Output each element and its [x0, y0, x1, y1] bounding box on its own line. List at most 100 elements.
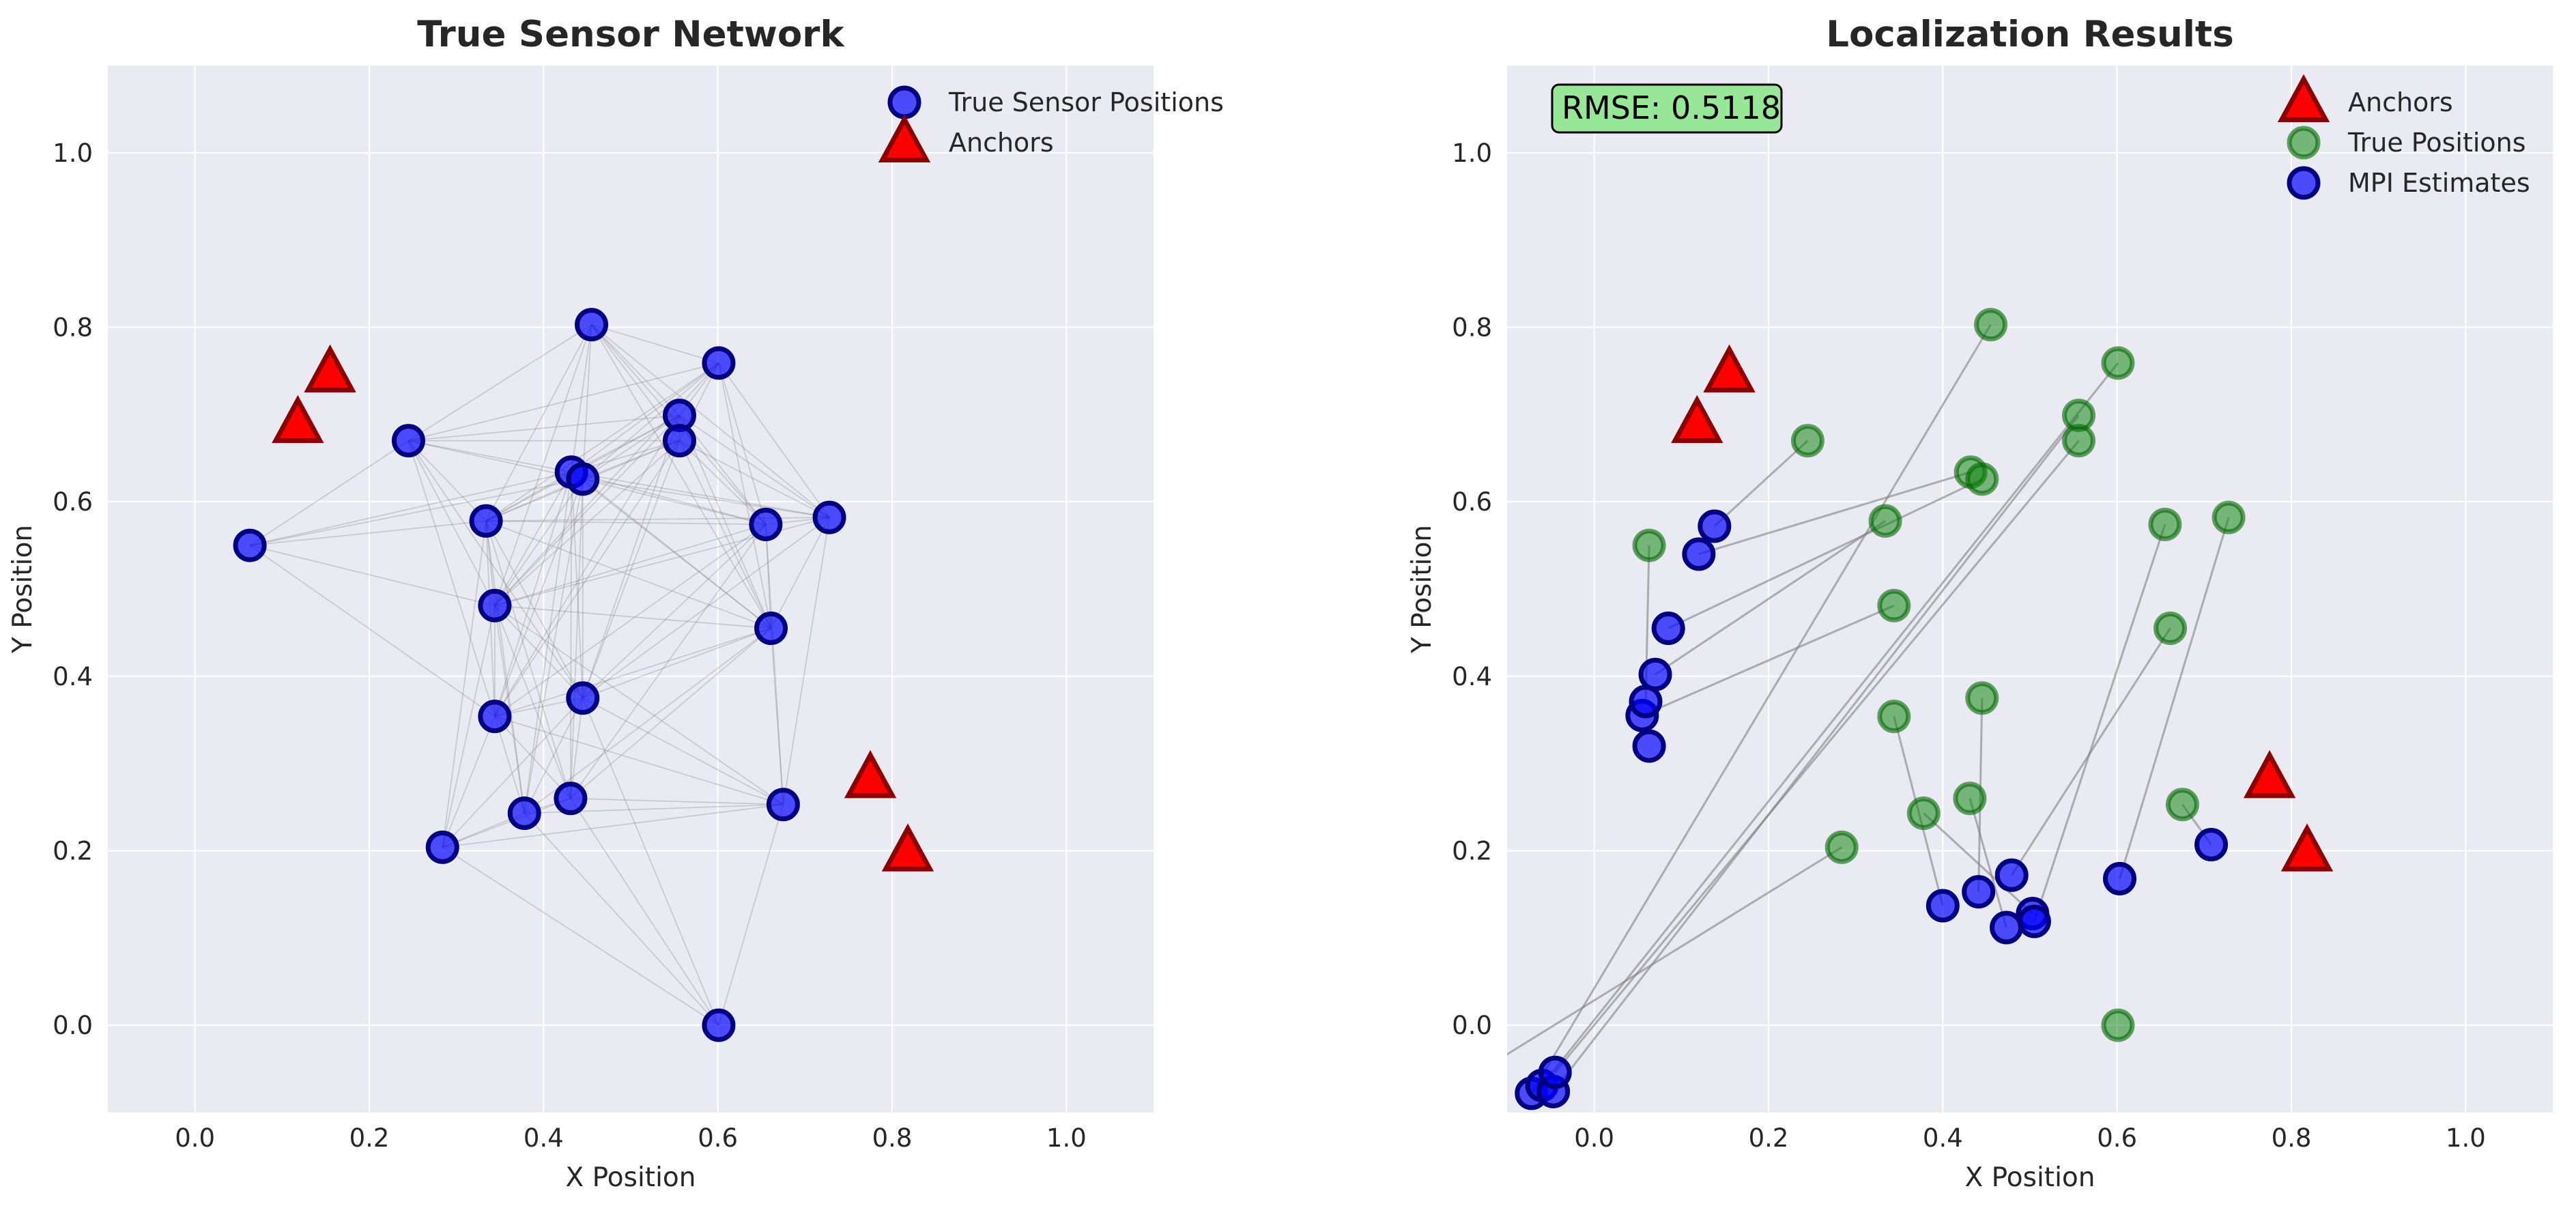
anchor-point	[881, 823, 934, 872]
true-position-point	[2212, 500, 2246, 534]
chart-marks	[233, 308, 934, 1042]
network-edge	[570, 798, 719, 1026]
x-tick-label: 0.6	[2097, 1123, 2137, 1153]
network-edge	[591, 324, 830, 518]
sensor-point	[469, 504, 503, 538]
network-edge	[494, 472, 572, 606]
network-edge	[570, 698, 584, 799]
true-position-point	[1632, 528, 1666, 562]
sensor-point	[766, 788, 800, 822]
network-edge	[718, 362, 830, 518]
x-axis-label: X Position	[1965, 1162, 2095, 1193]
network-edge	[678, 415, 772, 629]
network-edge	[679, 414, 830, 518]
network-edge	[249, 478, 583, 546]
network-edge	[249, 545, 496, 607]
network-edge	[524, 698, 584, 814]
network-edge	[407, 440, 584, 699]
error-line	[1923, 812, 2033, 915]
network-edge	[571, 472, 772, 629]
sensor-point	[391, 424, 425, 458]
error-line	[2033, 523, 2166, 922]
tick-labels: 0.0 0.2 0.4 0.6 0.8 1.0 0.0 0.2 0.4 0.6 0.8 1.0	[1452, 139, 2486, 1153]
network-edge	[408, 440, 572, 473]
network-edge	[571, 362, 719, 473]
y-tick-label: 1.0	[53, 139, 93, 168]
network-edge	[486, 520, 766, 526]
network-edge	[408, 362, 719, 442]
chart-marks	[1515, 308, 2334, 1110]
y-tick-label: 0.0	[53, 1011, 93, 1040]
network-edge	[590, 324, 681, 416]
network-edge	[770, 517, 830, 629]
network-edge	[582, 440, 681, 699]
sensor-point	[507, 796, 541, 831]
network-edge	[494, 440, 681, 717]
network-edge	[494, 715, 784, 805]
sensor-point	[812, 500, 846, 534]
legend: Anchors True Positions MPI Estimates	[2277, 74, 2530, 200]
network-edge	[250, 520, 487, 546]
error-line	[1698, 471, 1971, 556]
network-edge	[485, 520, 584, 699]
network-edge	[571, 472, 584, 698]
error-line	[2119, 517, 2230, 879]
sensor-point	[478, 588, 512, 622]
network-edge	[524, 478, 584, 814]
network-edge	[494, 523, 767, 607]
x-tick-label: 0.0	[1574, 1123, 1614, 1153]
sensor-point	[662, 424, 696, 458]
legend-marker-anchor	[878, 114, 931, 162]
legend-label: Anchors	[2348, 87, 2453, 117]
network-edge	[408, 414, 680, 442]
x-tick-label: 0.0	[175, 1123, 215, 1153]
network-edge	[679, 440, 830, 518]
network-edge	[582, 362, 719, 480]
mpi-estimate-point	[1962, 875, 1996, 909]
network-edge	[442, 716, 496, 848]
mpi-estimate-point	[1926, 889, 1960, 923]
true-position-point	[2101, 1008, 2135, 1042]
network-edge	[494, 324, 592, 606]
grid-lines	[1507, 66, 2553, 1112]
network-edge	[582, 523, 767, 699]
legend-marker-circle	[2287, 166, 2321, 200]
network-edge	[494, 478, 584, 606]
network-edge	[718, 362, 767, 525]
network-edge	[590, 324, 772, 629]
network-edge	[718, 804, 784, 1026]
network-edge	[485, 521, 526, 814]
sensor-point	[749, 507, 783, 541]
sensor-point	[566, 681, 600, 715]
legend: True Sensor Positions Anchors	[878, 85, 1224, 162]
network-edge	[494, 605, 784, 805]
network-edge	[494, 605, 571, 799]
y-tick-label: 0.8	[1452, 313, 1492, 343]
network-edge	[718, 362, 772, 629]
sensor-point	[233, 528, 267, 562]
y-tick-label: 0.2	[53, 837, 93, 866]
network-edge	[407, 440, 496, 717]
error-line	[1969, 798, 2007, 928]
panel-true-sensor-network: 0.0 0.2 0.4 0.6 0.8 1.0 0.0 0.2 0.4 0.6 0.8 1.0 Tru…	[8, 14, 1224, 1193]
network-edge	[494, 415, 681, 606]
legend-label: Anchors	[949, 128, 1054, 158]
mpi-estimate-point	[1629, 685, 1663, 719]
network-edge	[582, 627, 771, 699]
error-line	[1541, 362, 2119, 1087]
error-line	[1668, 478, 1983, 629]
network-edge	[765, 524, 784, 805]
network-edge	[442, 846, 719, 1026]
network-edge	[485, 520, 771, 629]
network-edge	[494, 605, 771, 629]
network-edge	[407, 440, 487, 521]
network-edge	[571, 471, 767, 526]
network-edge	[494, 716, 526, 814]
network-edge	[442, 605, 496, 848]
y-tick-label: 0.4	[1452, 662, 1492, 691]
plot-area	[108, 66, 1154, 1112]
true-position-point	[1868, 504, 1902, 538]
y-tick-label: 0.6	[1452, 487, 1492, 517]
true-position-point	[2165, 788, 2199, 822]
